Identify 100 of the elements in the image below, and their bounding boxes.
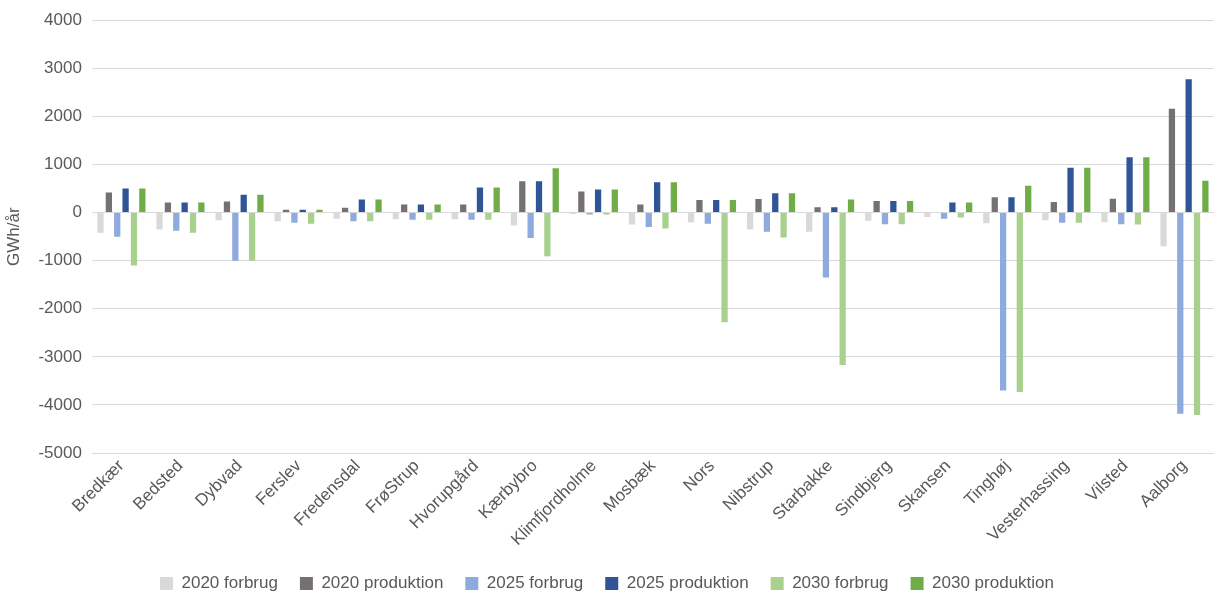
bar	[814, 207, 821, 213]
bar	[991, 197, 998, 213]
bar	[240, 194, 247, 213]
bar	[788, 193, 796, 213]
bar	[999, 213, 1007, 391]
bar	[375, 199, 382, 213]
bar	[1008, 197, 1015, 213]
bar	[401, 204, 408, 213]
bar	[873, 201, 880, 213]
bar	[763, 213, 771, 232]
bar	[940, 213, 948, 219]
bar	[1059, 213, 1066, 223]
bar	[1050, 202, 1057, 213]
bar	[223, 201, 231, 213]
legend-label: 2020 produktion	[321, 573, 444, 593]
bar	[713, 200, 720, 213]
bar	[653, 182, 661, 213]
bar	[426, 213, 433, 220]
bar	[822, 213, 830, 278]
bar	[729, 200, 737, 213]
bar	[417, 204, 425, 213]
bar	[434, 204, 441, 213]
bar	[1126, 157, 1133, 213]
bar	[1134, 213, 1142, 225]
bar	[637, 204, 644, 213]
y-tick-label: -5000	[38, 442, 82, 462]
bar	[552, 168, 559, 213]
bar	[232, 213, 239, 261]
bar	[1177, 213, 1184, 414]
bar	[611, 189, 618, 213]
legend-label: 2025 produktion	[626, 573, 749, 593]
bar	[198, 202, 205, 213]
y-axis-title: GWh/år	[3, 207, 23, 266]
bar	[409, 213, 416, 220]
y-tick-label: 3000	[44, 57, 82, 77]
bar	[1193, 213, 1201, 416]
bar	[173, 213, 180, 231]
bar	[966, 202, 973, 213]
bar	[1168, 108, 1176, 213]
bar	[1185, 79, 1192, 213]
bar	[898, 213, 905, 225]
bar	[831, 207, 838, 213]
bar	[890, 201, 897, 213]
bar	[164, 202, 172, 213]
bar	[1084, 167, 1091, 213]
legend-label: 2030 produktion	[932, 573, 1055, 593]
bar	[105, 192, 112, 213]
bar	[645, 213, 652, 228]
legend-label: 2020 forbrug	[181, 573, 278, 593]
bar	[670, 182, 677, 213]
bar	[257, 194, 264, 213]
bar	[519, 181, 526, 213]
bar	[1016, 213, 1023, 392]
bar	[1118, 213, 1125, 225]
bar	[485, 213, 492, 220]
bar	[248, 213, 256, 261]
bar	[847, 199, 855, 213]
legend-label: 2025 forbrug	[486, 573, 584, 593]
bar	[130, 213, 138, 266]
bar	[772, 193, 779, 213]
bar	[881, 213, 889, 225]
bar	[1075, 213, 1083, 223]
bar	[1109, 198, 1116, 213]
bar	[114, 213, 121, 237]
bar	[594, 189, 602, 213]
bar	[367, 213, 374, 222]
y-tick-label: -3000	[38, 346, 82, 366]
bar	[316, 209, 323, 213]
bar	[780, 213, 787, 238]
bar	[1143, 157, 1150, 213]
y-tick-label: 1000	[44, 154, 82, 174]
bar	[350, 213, 357, 222]
bar	[122, 188, 129, 213]
bar	[1067, 167, 1074, 213]
bar	[696, 200, 703, 213]
y-tick-label: 0	[72, 202, 82, 222]
bar	[527, 213, 534, 239]
bar	[493, 187, 500, 213]
bar	[139, 188, 146, 213]
bar	[721, 213, 728, 323]
bar	[906, 201, 914, 213]
y-tick-label: -1000	[38, 250, 82, 270]
bar	[189, 213, 197, 233]
y-tick-label: -4000	[38, 394, 82, 414]
bar	[662, 213, 669, 229]
bar	[468, 213, 475, 220]
bar	[755, 199, 762, 213]
bar	[704, 213, 711, 224]
bar	[839, 213, 846, 366]
bar	[308, 213, 315, 224]
bar	[1202, 180, 1209, 213]
bar	[358, 199, 365, 213]
y-tick-label: -2000	[38, 298, 82, 318]
legend-label: 2030 forbrug	[792, 573, 889, 593]
bar	[291, 213, 298, 223]
bar	[535, 181, 543, 213]
y-tick-label: 2000	[44, 106, 82, 126]
bar	[578, 191, 585, 213]
bar	[460, 204, 467, 213]
bar	[181, 202, 188, 213]
